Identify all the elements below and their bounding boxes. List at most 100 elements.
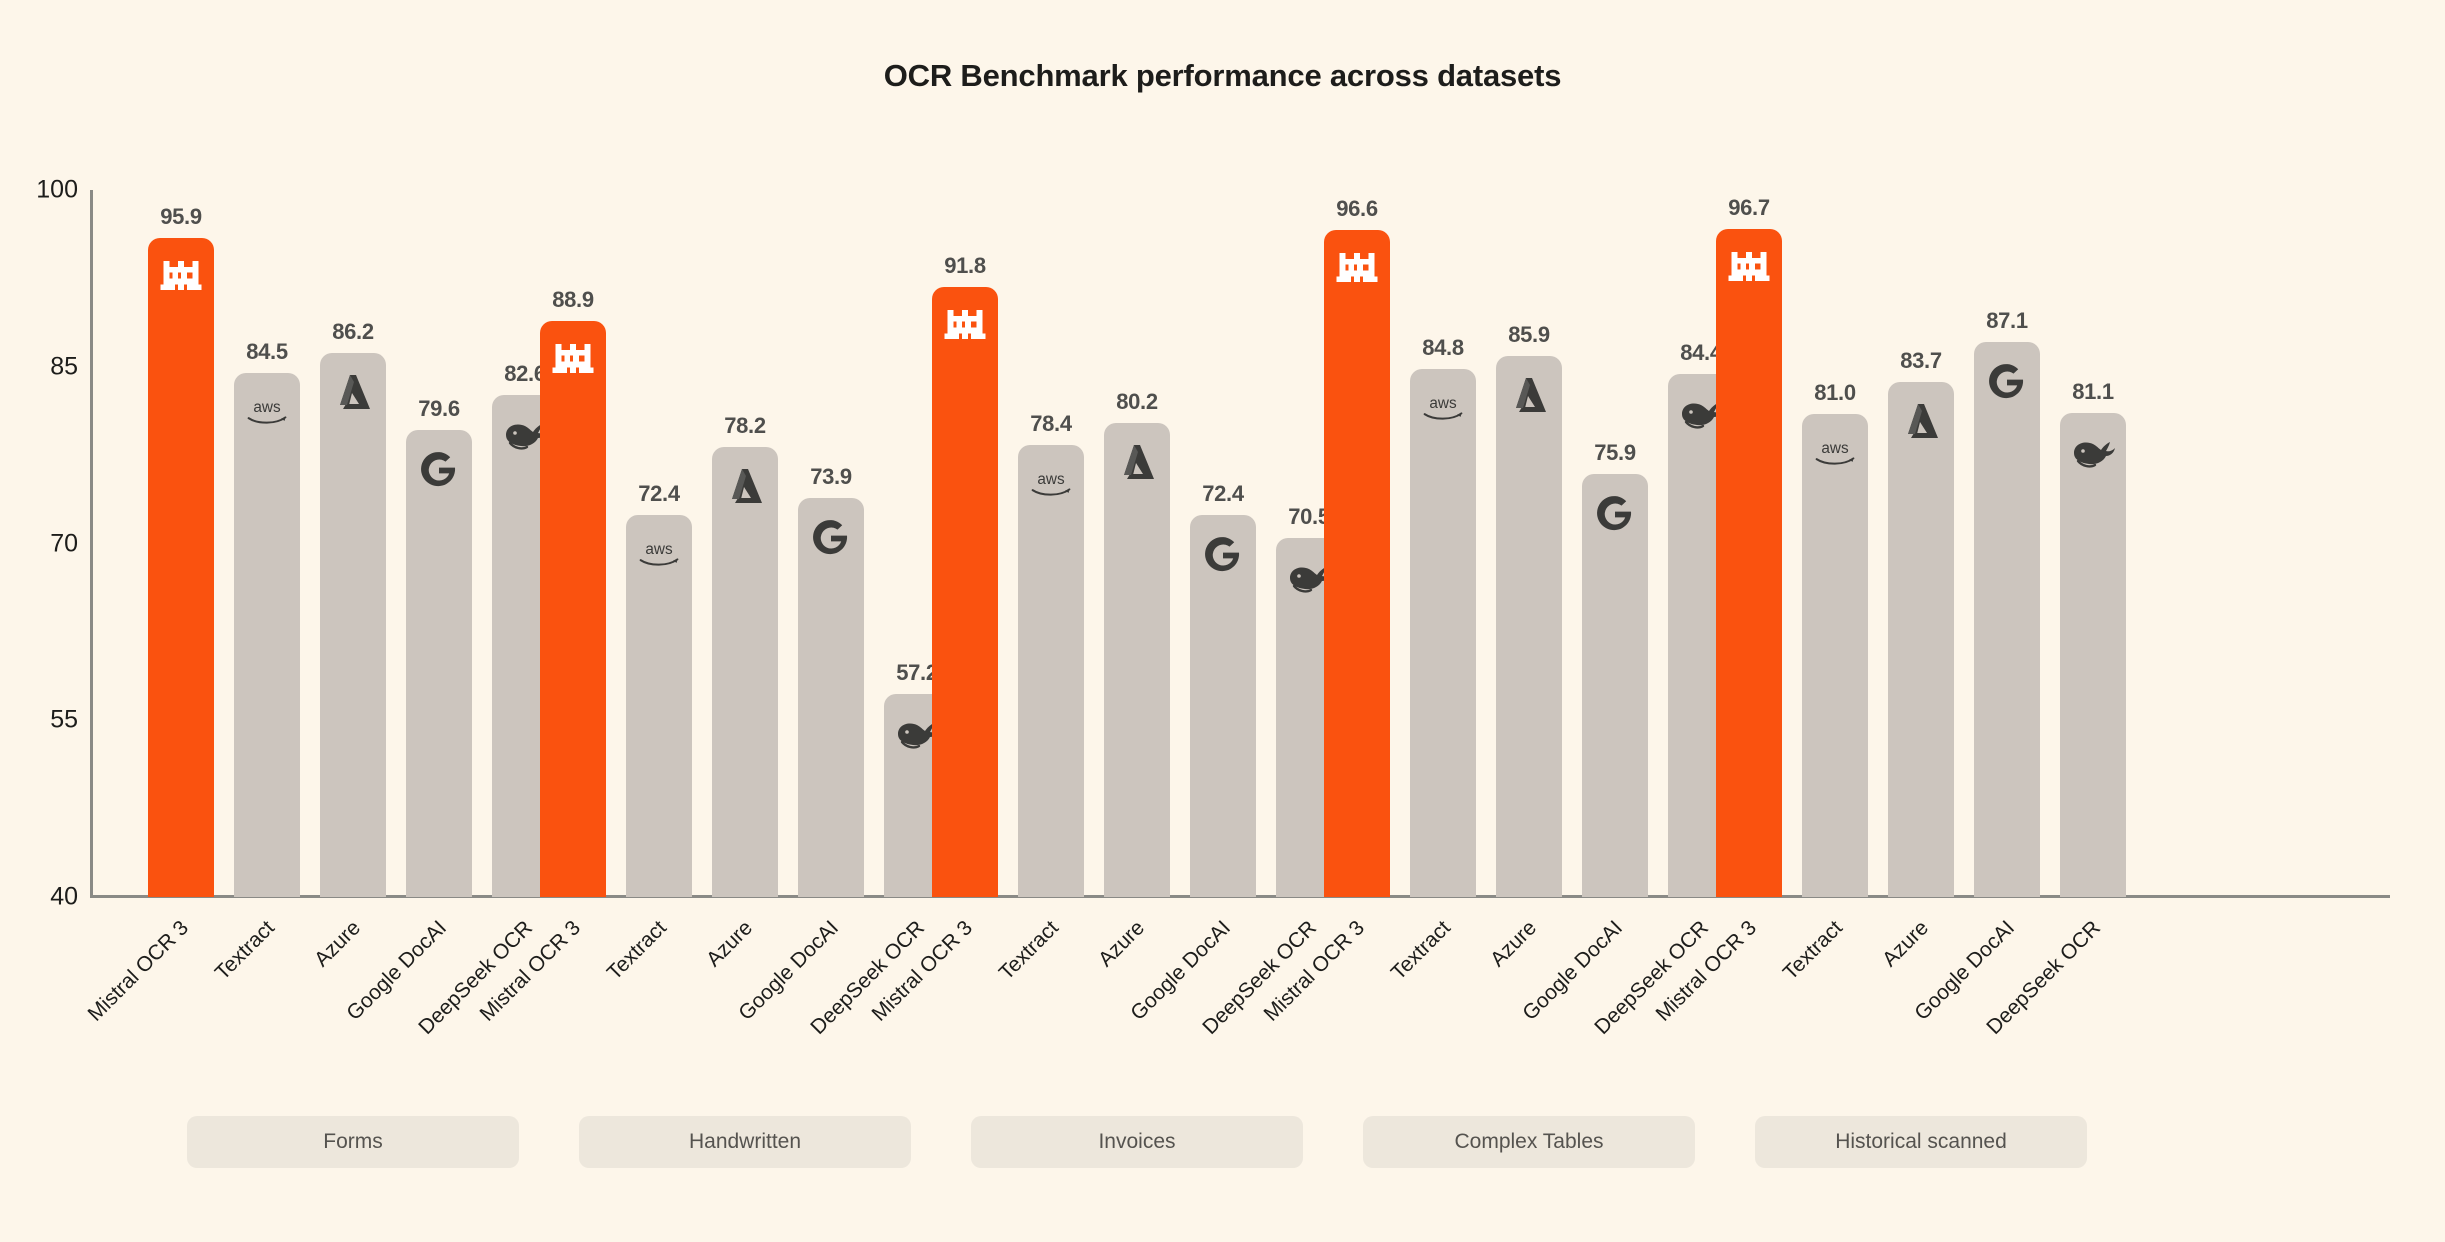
mistral-logo-icon: [1726, 245, 1772, 291]
bar[interactable]: 81.1: [2060, 379, 2126, 897]
bar[interactable]: 95.9: [148, 204, 214, 897]
bar-slot: 75.9: [1582, 190, 1648, 897]
azure-logo-icon: [330, 369, 376, 415]
bar[interactable]: 86.2: [320, 319, 386, 897]
bar[interactable]: 72.4 aws: [626, 481, 692, 897]
bar-value-label: 78.4: [1030, 410, 1072, 436]
bar-value-label: 79.6: [418, 396, 460, 422]
mistral-logo-icon: [158, 254, 204, 300]
group-label-pill[interactable]: Historical scanned: [1755, 1116, 2087, 1168]
bar-value-label: 72.4: [638, 481, 680, 507]
bar-group: 95.9 84.5 aws 86.2 79.6 82.6: [148, 190, 558, 897]
bar-slot: 78.4 aws: [1018, 190, 1084, 897]
group-label-pill[interactable]: Invoices: [971, 1116, 1303, 1168]
svg-text:aws: aws: [1821, 440, 1849, 457]
bar-slot: 72.4 aws: [626, 190, 692, 897]
y-axis-tick-label: 85: [50, 352, 78, 381]
svg-text:aws: aws: [1037, 471, 1065, 488]
bar-slot: 84.5 aws: [234, 190, 300, 897]
google-logo-icon: [1592, 490, 1638, 536]
y-axis-tick-label: 40: [50, 882, 78, 911]
bar-value-label: 73.9: [810, 463, 852, 489]
mistral-logo-icon: [942, 303, 988, 349]
bar-value-label: 95.9: [160, 204, 202, 230]
bar[interactable]: 79.6: [406, 396, 472, 897]
azure-logo-icon: [1114, 439, 1160, 485]
bar-value-label: 70.5: [1288, 503, 1330, 529]
bar-value-label: 81.1: [2072, 378, 2114, 404]
bar[interactable]: 73.9: [798, 464, 864, 897]
deepseek-whale-icon: [1286, 554, 1332, 600]
bar-value-label: 84.5: [246, 338, 288, 364]
y-axis-line: [90, 190, 93, 897]
bar[interactable]: 78.4 aws: [1018, 411, 1084, 897]
plot-area: 100 85 70 55 40 95.9 84.5 aws 86.2 79.6 82.6 88.9 7…: [36, 176, 2390, 1039]
page-title: OCR Benchmark performance across dataset…: [883, 58, 1562, 93]
bar-group: 91.8 78.4 aws 80.2 72.4 70.5: [932, 190, 1342, 897]
google-logo-icon: [1984, 358, 2030, 404]
svg-text:aws: aws: [645, 541, 673, 558]
y-axis-tick-label: 100: [36, 175, 78, 204]
bar-value-label: 82.6: [504, 361, 546, 387]
deepseek-whale-icon: [894, 710, 940, 756]
group-label-pill[interactable]: Handwritten: [579, 1116, 911, 1168]
bar[interactable]: 91.8: [932, 253, 998, 897]
bar[interactable]: 81.0 aws: [1802, 380, 1868, 897]
bar-value-label: 91.8: [944, 252, 986, 278]
aws-logo-icon: aws: [244, 389, 290, 435]
bar[interactable]: 78.2: [712, 413, 778, 897]
bar-value-label: 85.9: [1508, 322, 1550, 348]
bar-value-label: 75.9: [1594, 439, 1636, 465]
bar-group: 88.9 72.4 aws 78.2 73.9 57.2: [540, 190, 950, 897]
aws-logo-icon: aws: [636, 531, 682, 577]
bar[interactable]: 96.6: [1324, 196, 1390, 897]
bar-value-label: 81.0: [1814, 379, 1856, 405]
bar-slot: 95.9: [148, 190, 214, 897]
bar-slot: 87.1: [1974, 190, 2040, 897]
bar-value-label: 88.9: [552, 286, 594, 312]
google-logo-icon: [808, 514, 854, 560]
bar-slot: 73.9: [798, 190, 864, 897]
azure-logo-icon: [722, 463, 768, 509]
bar-value-label: 80.2: [1116, 389, 1158, 415]
mistral-logo-icon: [1334, 246, 1380, 292]
aws-logo-icon: aws: [1812, 430, 1858, 476]
bars-row: 88.9 72.4 aws 78.2 73.9 57.2: [540, 190, 950, 897]
bars-row: 95.9 84.5 aws 86.2 79.6 82.6: [148, 190, 558, 897]
google-logo-icon: [416, 446, 462, 492]
bars-row: 96.6 84.8 aws 85.9 75.9 84.4: [1324, 190, 1734, 897]
bar[interactable]: 84.5 aws: [234, 339, 300, 897]
bar-slot: 85.9: [1496, 190, 1562, 897]
bar[interactable]: 72.4: [1190, 481, 1256, 897]
bar[interactable]: 80.2: [1104, 389, 1170, 897]
bar-value-label: 96.6: [1336, 196, 1378, 222]
bar[interactable]: 88.9: [540, 287, 606, 897]
svg-text:aws: aws: [1429, 395, 1457, 412]
bar-value-label: 96.7: [1728, 194, 1770, 220]
bar[interactable]: 84.8 aws: [1410, 335, 1476, 897]
bar-value-label: 83.7: [1900, 348, 1942, 374]
group-label-pill[interactable]: Forms: [187, 1116, 519, 1168]
mistral-logo-icon: [550, 337, 596, 383]
bar-slot: 84.8 aws: [1410, 190, 1476, 897]
svg-text:aws: aws: [253, 399, 281, 416]
bar[interactable]: 96.7: [1716, 195, 1782, 897]
bar-group: 96.6 84.8 aws 85.9 75.9 84.4: [1324, 190, 1734, 897]
bar-slot: 88.9: [540, 190, 606, 897]
aws-logo-icon: aws: [1420, 385, 1466, 431]
google-logo-icon: [1200, 531, 1246, 577]
bar[interactable]: 75.9: [1582, 440, 1648, 897]
y-axis-tick-label: 70: [50, 529, 78, 557]
bar-slot: 72.4: [1190, 190, 1256, 897]
bar-value-label: 86.2: [332, 318, 374, 344]
azure-logo-icon: [1898, 398, 1944, 444]
bar[interactable]: 85.9: [1496, 322, 1562, 897]
bar-value-label: 84.8: [1422, 335, 1464, 361]
bar-slot: 96.6: [1324, 190, 1390, 897]
deepseek-whale-icon: [1678, 390, 1724, 436]
bar[interactable]: 83.7: [1888, 348, 1954, 897]
bar-value-label: 57.2: [896, 660, 938, 686]
group-label-pill[interactable]: Complex Tables: [1363, 1116, 1695, 1168]
bar[interactable]: 87.1: [1974, 308, 2040, 897]
bar-slot: 81.0 aws: [1802, 190, 1868, 897]
